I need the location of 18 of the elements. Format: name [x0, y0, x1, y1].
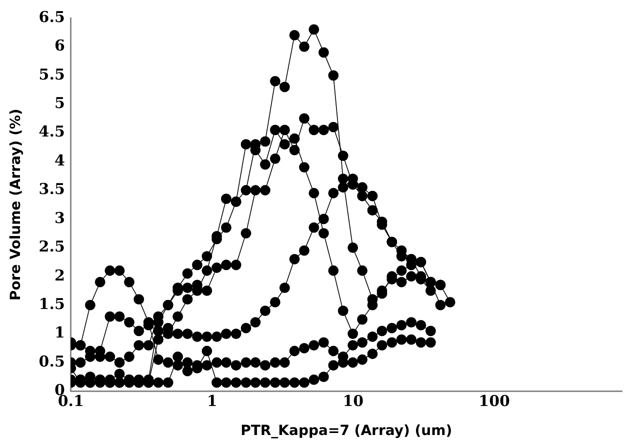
x-tick-label: 10 — [342, 392, 364, 410]
x-tick-label: 100 — [478, 392, 510, 410]
y-tick-label: 6 — [54, 36, 65, 55]
y-tick-label: 5 — [54, 94, 65, 112]
y-tick-label: 1.5 — [38, 294, 65, 313]
y-tick-label: 6.5 — [38, 8, 65, 26]
y-axis-title: Pore Volume (Array) (%) — [8, 108, 24, 301]
y-tick-label: 1 — [54, 324, 65, 342]
x-tick-label: 1 — [206, 392, 218, 410]
y-tick-label: 2.5 — [38, 238, 65, 256]
y-tick-label: 4 — [54, 151, 65, 170]
y-tick-label: 0.5 — [38, 352, 65, 370]
y-tick-label: 2 — [54, 266, 65, 284]
x-axis-title: PTR_Kappa=7 (Array) (um) — [240, 423, 452, 440]
y-tick-label: 4.5 — [38, 122, 65, 141]
y-tick-label: 3.5 — [38, 180, 65, 198]
y-tick-label: 3 — [54, 208, 65, 227]
y-tick-label: 5.5 — [38, 65, 65, 84]
